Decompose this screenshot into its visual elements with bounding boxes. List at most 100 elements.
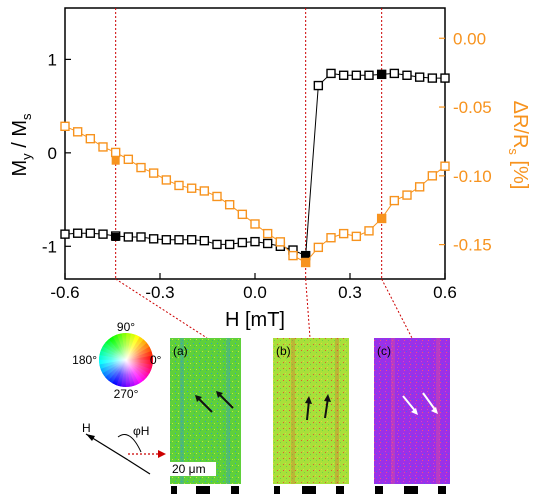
scale-bar-label: 20 μm bbox=[172, 462, 206, 476]
panel-a-label: (a) bbox=[173, 344, 188, 358]
magnetization-point bbox=[237, 237, 248, 248]
wheel-label-90: 90° bbox=[117, 320, 135, 334]
magnetization-point bbox=[402, 70, 412, 80]
magnetization-point bbox=[98, 229, 108, 239]
angle-label: φH bbox=[133, 424, 149, 438]
resistance-point bbox=[237, 209, 248, 220]
x-tick-label: 0.3 bbox=[338, 283, 362, 302]
right-axis-label: ΔR/Rs [%] bbox=[506, 101, 531, 190]
resistance-highlight-point bbox=[377, 214, 386, 223]
panel-c-label: (c) bbox=[377, 344, 391, 358]
magnetization-point bbox=[224, 239, 235, 250]
resistance-point bbox=[60, 121, 70, 132]
magnetization-point bbox=[199, 235, 210, 246]
magnetization-point bbox=[414, 72, 425, 82]
resistance-point bbox=[427, 171, 438, 181]
magnetization-series bbox=[60, 68, 450, 261]
panel-a-tick bbox=[231, 486, 239, 494]
resistance-point bbox=[224, 200, 235, 210]
x-axis-label: H [mT] bbox=[225, 309, 285, 331]
magnetization-point bbox=[123, 232, 134, 242]
panel-b-label: (b) bbox=[276, 344, 291, 358]
magnetization-point bbox=[186, 235, 197, 245]
magnetization-point bbox=[161, 235, 172, 245]
connector-line bbox=[305, 278, 311, 339]
left-axis-ticks: 1 0 -1 bbox=[42, 50, 71, 256]
panel-b-tick bbox=[302, 486, 316, 494]
magnetization-point bbox=[351, 70, 362, 80]
resistance-point bbox=[338, 228, 349, 239]
magnetization-point bbox=[148, 234, 159, 244]
magnetization-point bbox=[427, 73, 438, 83]
resistance-point bbox=[275, 237, 286, 247]
magnetization-point bbox=[250, 236, 260, 247]
magnetization-point bbox=[174, 235, 184, 245]
resistance-point bbox=[98, 142, 108, 152]
panel-a-scale-box bbox=[170, 462, 216, 476]
resistance-point bbox=[161, 175, 172, 185]
x-tick-label: -0.6 bbox=[50, 283, 79, 302]
panel-c-tick bbox=[375, 486, 383, 494]
panel-c-stripe bbox=[436, 338, 440, 484]
panel-c-arrow bbox=[422, 392, 437, 412]
magnetization-point bbox=[313, 80, 324, 91]
right-tick-label: -0.15 bbox=[453, 236, 492, 255]
magnetization-point bbox=[440, 73, 450, 83]
panel-c-arrow-head bbox=[411, 408, 418, 415]
x-axis-ticks: -0.6 -0.3 0.0 0.3 0.6 bbox=[50, 273, 457, 302]
magnetization-highlight-point bbox=[111, 232, 120, 241]
magnetization-point bbox=[136, 232, 146, 242]
resistance-point bbox=[402, 190, 412, 200]
panel-a-tick bbox=[171, 486, 177, 494]
resistance-point bbox=[351, 231, 362, 242]
panel-c-tick bbox=[438, 486, 446, 494]
resistance-series bbox=[60, 121, 450, 268]
x-tick-label: 0.0 bbox=[243, 283, 267, 302]
panel-a-arrow-head bbox=[216, 391, 223, 398]
panel-b-arrow-head bbox=[305, 396, 312, 404]
panel-b-stripe bbox=[335, 338, 339, 484]
x-tick-label: -0.3 bbox=[145, 283, 174, 302]
wheel-label-180: 180° bbox=[72, 353, 97, 367]
resistance-point bbox=[136, 162, 146, 173]
panel-a-stripe bbox=[180, 338, 184, 484]
resistance-point bbox=[364, 226, 374, 236]
resistance-point bbox=[174, 180, 184, 191]
resistance-highlight-point bbox=[301, 258, 310, 267]
panel-c: (c) bbox=[374, 338, 450, 494]
resistance-highlight-point bbox=[111, 156, 120, 165]
resistance-point bbox=[389, 195, 400, 206]
field-label: H bbox=[82, 421, 91, 435]
panel-b-tick bbox=[274, 486, 280, 494]
wheel-label-0: 0° bbox=[150, 353, 162, 367]
magnetization-highlight-point bbox=[377, 70, 386, 79]
panel-a-arrow-head bbox=[195, 395, 202, 402]
left-tick-label: 1 bbox=[48, 50, 57, 69]
left-tick-label: 0 bbox=[48, 144, 57, 163]
panel-c-stripe bbox=[391, 338, 395, 484]
resistance-point bbox=[199, 186, 210, 196]
angle-arc bbox=[117, 434, 142, 453]
resistance-point bbox=[110, 147, 121, 158]
resistance-point bbox=[85, 133, 96, 144]
x-tick-label: 0.6 bbox=[433, 283, 457, 302]
panel-connectors bbox=[115, 278, 413, 339]
panel-a-stripe bbox=[226, 338, 230, 484]
connector-line bbox=[381, 278, 413, 339]
panel-a-tick bbox=[196, 486, 210, 494]
resistance-point bbox=[313, 242, 324, 253]
resistance-point bbox=[326, 233, 336, 243]
left-axis-label: My / Ms bbox=[9, 113, 34, 177]
geometry-sketch: H φH I bbox=[82, 421, 172, 475]
resistance-point bbox=[148, 168, 159, 178]
resistance-point bbox=[414, 182, 425, 192]
magnetization-point bbox=[85, 228, 96, 238]
magnetization-point bbox=[72, 228, 83, 238]
resistance-point bbox=[250, 219, 260, 229]
magnetization-point bbox=[212, 239, 222, 250]
field-arrow-head bbox=[86, 434, 95, 441]
panel-b-tick bbox=[336, 486, 344, 494]
right-tick-label: 0.00 bbox=[453, 29, 486, 48]
panel-b-image bbox=[273, 338, 349, 484]
resistance-point bbox=[186, 183, 197, 193]
